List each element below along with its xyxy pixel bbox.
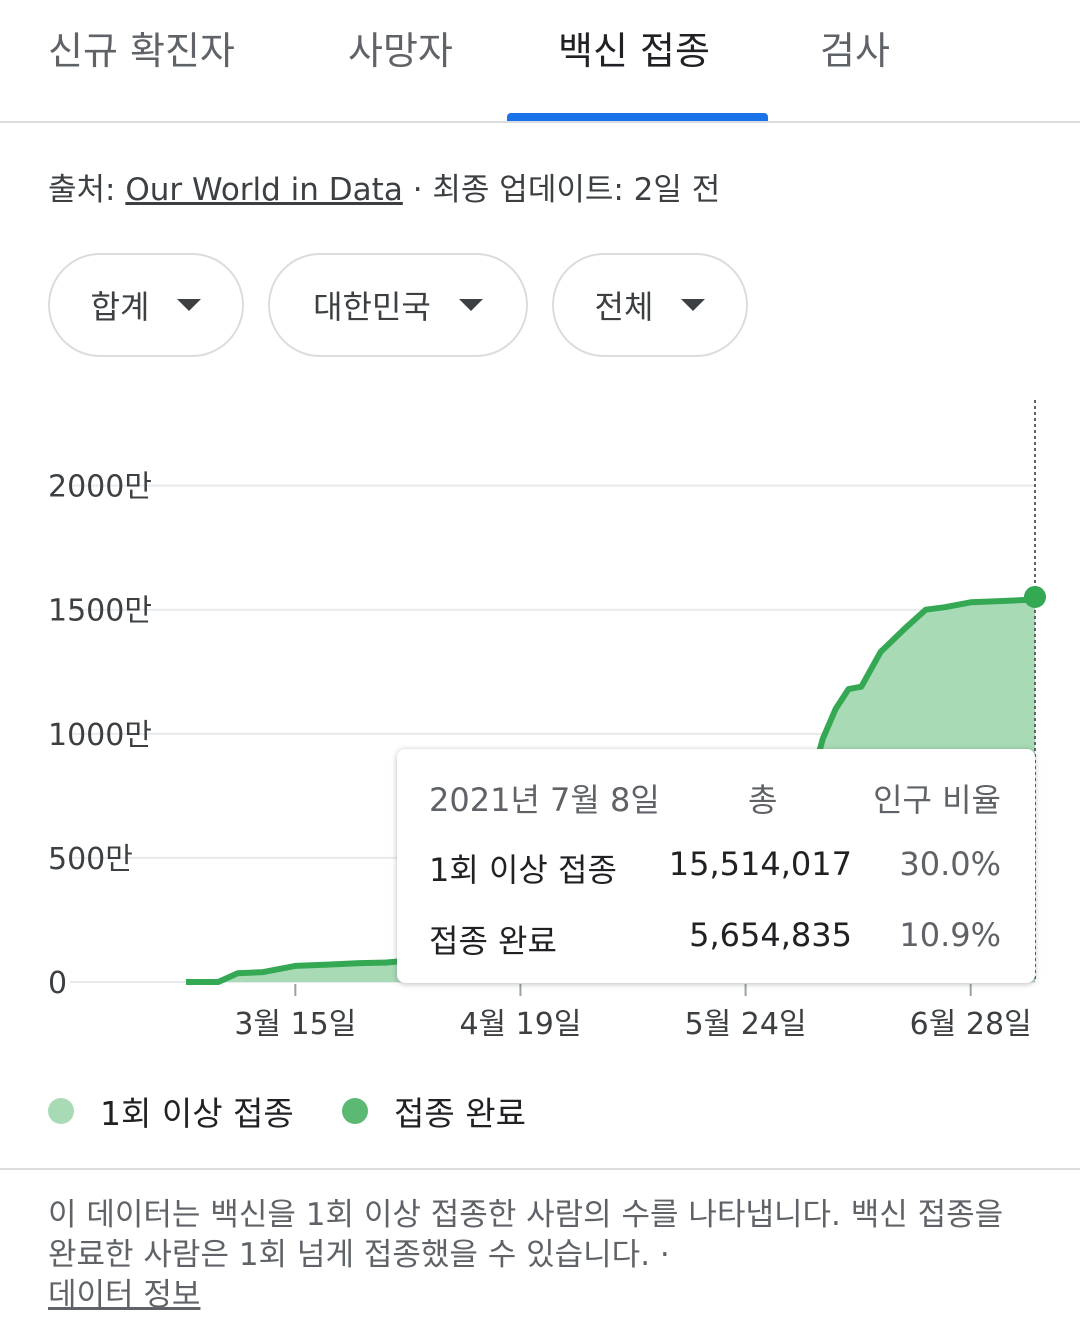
footer-separator: · [659,1237,670,1273]
source-line: 출처: Our World in Data · 최종 업데이트: 2일 전 [48,164,720,209]
x-tick-label: 6월 28일 [910,1007,1032,1042]
legend-label: 접종 완료 [394,1094,526,1133]
y-tick-label: 2000만 [48,470,152,505]
caret-down-icon [458,299,483,311]
source-link[interactable]: Our World in Data [125,172,403,208]
tooltip-col-ratio: 인구 비율 [873,781,1001,819]
x-tick-label: 3월 15일 [234,1007,356,1042]
hover-point[interactable] [1024,585,1046,608]
source-prefix: 출처: [48,172,116,208]
filter-chip-metric[interactable]: 합계 [48,253,244,357]
y-tick-label: 1000만 [48,718,152,753]
tooltip-row-label: 접종 완료 [429,922,557,960]
legend-dot [342,1098,368,1124]
legend-label: 1회 이상 접종 [100,1094,294,1133]
tooltip-row-ratio: 10.9% [899,916,1001,954]
divider [0,1168,1080,1170]
x-tick-label: 4월 19일 [459,1007,581,1042]
y-tick-label: 1500만 [48,594,152,629]
tooltip-col-total: 총 [748,781,778,819]
tooltip-row-ratio: 30.0% [899,845,1001,883]
tab-vaccination[interactable]: 백신 접종 [558,29,710,73]
filter-chip-label: 대한민국 [313,288,431,326]
tooltip-row-total: 5,654,835 [689,916,852,954]
legend-item-first-dose[interactable]: 1회 이상 접종 [48,1087,294,1135]
footer-note-text: 이 데이터는 백신을 1회 이상 접종한 사람의 수를 나타냅니다. 백신 접종… [48,1197,1004,1273]
chart-tooltip: 2021년 7월 8일 총 인구 비율 1회 이상 접종 15,514,017 … [397,749,1035,983]
tooltip-row-total: 15,514,017 [668,845,852,883]
legend-item-fully-vaccinated[interactable]: 접종 완료 [342,1087,526,1135]
filter-chip-label: 전체 [594,288,654,326]
y-tick-label: 500만 [48,842,133,877]
filter-chip-country[interactable]: 대한민국 [268,253,528,357]
tab-new-cases[interactable]: 신규 확진자 [48,29,235,73]
tab-deaths[interactable]: 사망자 [348,29,453,73]
data-info-link[interactable]: 데이터 정보 [48,1277,201,1313]
legend-dot [48,1098,74,1124]
x-tick-label: 5월 24일 [685,1007,807,1042]
y-tick-label: 0 [48,966,67,1001]
caret-down-icon [681,299,706,311]
footer-note: 이 데이터는 백신을 1회 이상 접종한 사람의 수를 나타냅니다. 백신 접종… [48,1195,1038,1315]
caret-down-icon [177,299,202,311]
filter-chip-region[interactable]: 전체 [552,253,748,357]
tab-tests[interactable]: 검사 [820,29,890,73]
tab-bar: 신규 확진자 사망자 백신 접종 검사 [0,0,1080,123]
filter-chip-label: 합계 [90,288,150,326]
tooltip-row-label: 1회 이상 접종 [429,851,617,889]
source-separator: · [412,172,423,208]
last-updated: 최종 업데이트: 2일 전 [432,172,721,208]
active-tab-indicator [507,113,768,121]
tooltip-date: 2021년 7월 8일 [429,781,660,819]
